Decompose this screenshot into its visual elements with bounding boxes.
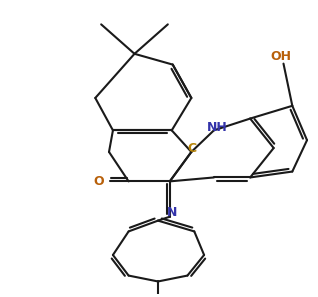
Text: C: C [188, 141, 197, 154]
Text: N: N [167, 206, 177, 219]
Text: NH: NH [206, 121, 227, 134]
Text: O: O [93, 175, 104, 188]
Text: OH: OH [270, 50, 291, 63]
